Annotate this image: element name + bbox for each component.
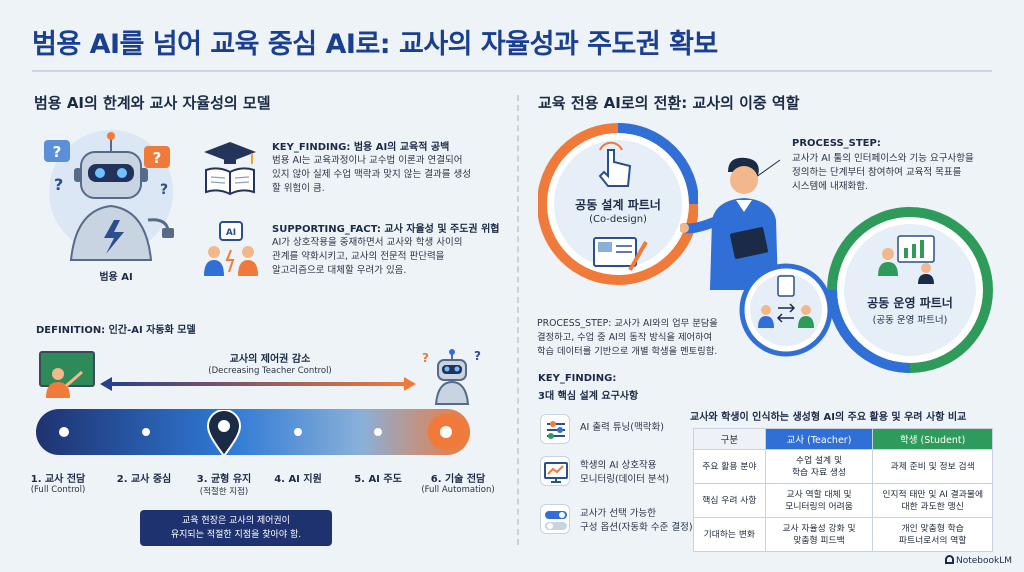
title-divider — [32, 70, 992, 72]
svg-text:?: ? — [160, 182, 168, 198]
stage-4: 4. AI 지원 — [274, 474, 322, 485]
note-box: 교육 현장은 교사의 제어권이 유지되는 적절한 지점을 찾아야 함. — [140, 510, 332, 546]
svg-text:AI: AI — [226, 228, 236, 238]
ai-chip-people-icon: AI — [200, 220, 262, 278]
requirement-1: AI 출력 튜닝(맥락화) — [580, 422, 664, 433]
svg-text:?: ? — [53, 143, 62, 161]
codesign-sub: (Co-design) — [589, 214, 647, 225]
control-label: 교사의 제어권 감소 — [229, 354, 311, 365]
table-title: 교사와 학생이 인식하는 생성형 AI의 주요 활용 및 우려 사항 비교 — [690, 412, 967, 423]
header-category: 구분 — [693, 428, 766, 450]
stage-1: 1. 교사 전담 (Full Control) — [30, 474, 86, 495]
table-row: 핵심 우려 사항 교사 역할 대체 및 모니터링의 어려움 인지적 태만 및 AI… — [693, 483, 993, 518]
collab-circle — [738, 262, 834, 358]
notebooklm-logo-icon — [944, 555, 954, 564]
process1-heading: PROCESS_STEP: — [792, 138, 881, 149]
table-row: 주요 활용 분야 수업 설계 및 학습 자료 생성 과제 준비 및 정보 검색 — [693, 449, 993, 484]
svg-text:?: ? — [153, 149, 162, 167]
process2-text: PROCESS_STEP: 교사가 AI와의 업무 분담을 결정하고, 수업 중… — [537, 318, 718, 357]
table-row: 기대하는 변화 교사 자율성 강화 및 맞춤형 피드백 개인 맞춤형 학습 파트너로… — [693, 517, 993, 552]
stage-3: 3. 균형 유지 (적절한 지점) — [196, 474, 252, 497]
header-student: 학생 (Student) — [872, 428, 993, 450]
svg-text:?: ? — [422, 351, 429, 365]
stage-5: 5. AI 주도 — [354, 474, 402, 485]
column-divider — [517, 95, 519, 545]
finding2-heading: SUPPORTING_FACT: 교사 자율성 및 주도권 위협 — [272, 224, 500, 235]
control-sub: (Decreasing Teacher Control) — [208, 366, 332, 376]
codesign-title: 공동 설계 파트너 — [575, 198, 661, 212]
svg-text:?: ? — [54, 175, 63, 194]
small-robot-icon: ? ? — [418, 348, 488, 406]
sliders-icon — [540, 414, 570, 444]
process1-text: 교사가 AI 툴의 인터페이스와 기능 요구사항을 정의하는 단계부터 참여하여… — [792, 153, 974, 192]
brand-footer: NotebookLM — [944, 555, 1012, 566]
left-section-title: 범용 AI의 한계와 교사 자율성의 모델 — [34, 94, 271, 112]
finding1-heading: KEY_FINDING: 범용 AI의 교육적 공백 — [272, 142, 450, 153]
stage-2: 2. 교사 중심 — [116, 474, 172, 485]
teacher-tablet-illustration — [679, 150, 790, 290]
toggle-icon — [540, 504, 570, 534]
right-section-title: 교육 전용 AI로의 전환: 교사의 이중 역할 — [538, 94, 800, 112]
requirement-3: 교사가 선택 가능한 구성 옵션(자동화 수준 결정) — [580, 508, 693, 533]
book-graduation-icon — [200, 140, 260, 196]
cooperate-title: 공동 운영 파트너 — [867, 296, 953, 310]
teacher-board-icon — [36, 350, 98, 400]
requirements-sub: 3대 핵심 설계 요구사항 — [538, 391, 639, 402]
requirement-2: 학생의 AI 상호작용 모니터링(데이터 분석) — [580, 460, 670, 485]
comparison-table: 구분 교사 (Teacher) 학생 (Student) 주요 활용 분야 수업… — [693, 428, 993, 552]
monitor-chart-icon — [540, 456, 570, 486]
requirements-heading: KEY_FINDING: — [538, 373, 617, 384]
cooperate-circle — [826, 206, 994, 374]
automation-spectrum — [36, 405, 470, 461]
codesign-circle — [537, 120, 699, 288]
finding1-text: 범용 AI는 교육과정이나 교수법 이론과 연결되어 있지 않아 실제 수업 맥… — [272, 155, 471, 194]
robot-label: 범용 AI — [99, 272, 133, 283]
header-teacher: 교사 (Teacher) — [764, 428, 874, 450]
control-arrow — [100, 376, 416, 392]
cooperate-sub: (공동 운영 파트너) — [872, 315, 948, 326]
map-pin-icon — [206, 409, 242, 458]
svg-text:?: ? — [474, 349, 481, 363]
definition-heading: DEFINITION: 인간-AI 자동화 모델 — [36, 325, 196, 336]
robot-illustration: ? ? ? ? — [36, 120, 186, 290]
finding2-text: AI가 상호작용을 중재하면서 교사와 학생 사이의 관계를 약화시키고, 교사… — [272, 237, 463, 276]
page-title: 범용 AI를 넘어 교육 중심 AI로: 교사의 자율성과 주도권 확보 — [32, 29, 718, 60]
stage-6: 6. 기술 전담 (Full Automation) — [421, 474, 495, 495]
